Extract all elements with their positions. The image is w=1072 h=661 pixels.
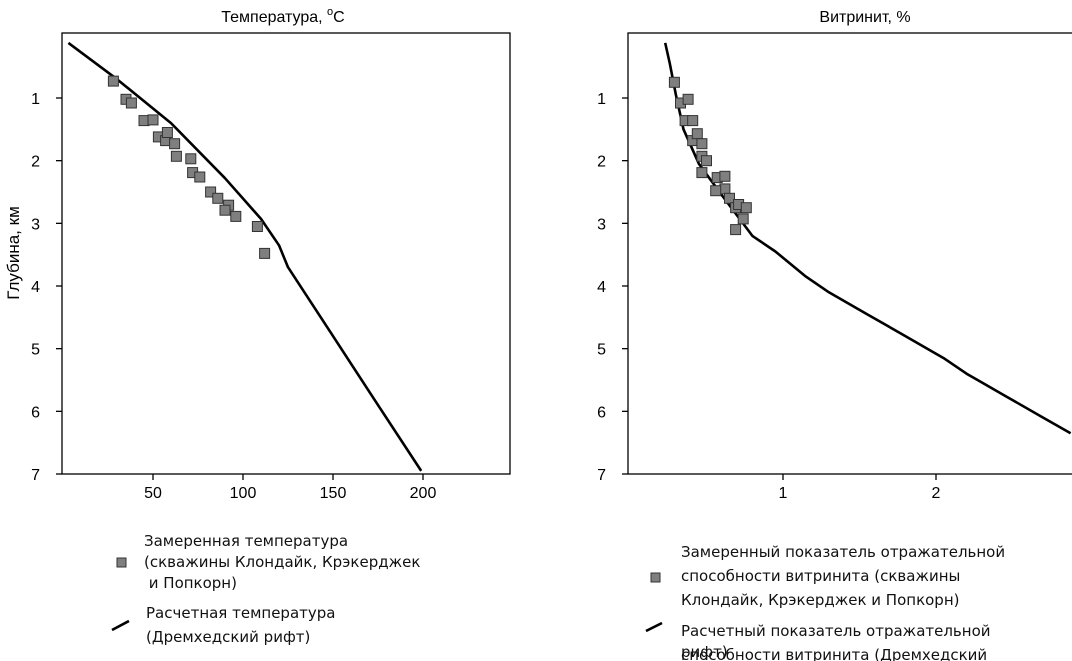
temperature-y-tick-label: 3 bbox=[31, 216, 40, 233]
temperature-measured-point bbox=[194, 171, 206, 183]
vitrinite-y-tick-label: 7 bbox=[597, 467, 606, 484]
temperature-legend: Замеренная температура (скважины Клондай… bbox=[111, 532, 420, 646]
temperature-measured-point bbox=[212, 192, 224, 204]
vitrinite-measured-point bbox=[719, 170, 731, 182]
legend-marker-measured-temperature bbox=[116, 557, 127, 568]
legend-measured-vitrinite-line-1: Замеренный показатель отражательной bbox=[681, 543, 1005, 561]
vitrinite-chart-title: Витринит, % bbox=[819, 9, 910, 26]
temperature-measured-point bbox=[147, 114, 159, 126]
vitrinite-measured-point bbox=[682, 93, 694, 105]
vitrinite-measured-point bbox=[719, 183, 731, 195]
vitrinite-measured-point bbox=[740, 202, 752, 214]
vitrinite-y-tick-label: 3 bbox=[597, 216, 606, 233]
vitrinite-measured-point bbox=[724, 192, 735, 204]
vitrinite-measured-point bbox=[687, 115, 699, 127]
vitrinite-y-tick-label: 1 bbox=[597, 91, 606, 108]
vitrinite-x-tick-label: 2 bbox=[932, 485, 941, 502]
legend-calculated-vitrinite-line-1: Расчетный показатель отражательной bbox=[681, 622, 991, 640]
temperature-y-tick-label: 5 bbox=[31, 342, 40, 359]
temperature-y-tick-label: 4 bbox=[31, 279, 40, 296]
legend-calculated-temperature-line-2: (Дремхедский рифт) bbox=[146, 628, 310, 646]
legend-marker-calculated-temperature bbox=[111, 619, 130, 632]
temperature-measured-point bbox=[170, 150, 182, 162]
vitrinite-y-tick-label: 4 bbox=[597, 279, 606, 296]
vitrinite-y-axis: 1 2 3 4 5 6 7 bbox=[597, 91, 628, 484]
temperature-y-axis: 1 2 3 4 5 6 7 bbox=[31, 91, 62, 484]
vitrinite-measured-point bbox=[701, 155, 712, 167]
temperature-measured-point bbox=[251, 221, 263, 232]
legend-measured-temperature-line-1: Замеренная температура bbox=[144, 532, 348, 550]
temperature-y-axis-title: Глубина, км bbox=[4, 206, 23, 300]
legend-marker-calculated-vitrinite bbox=[645, 621, 663, 633]
temperature-chart-title: Температура, oC bbox=[221, 6, 344, 26]
legend-measured-vitrinite-line-3: Клондайк, Крэкерджек и Попкорн) bbox=[681, 591, 959, 609]
vitrinite-measured-point bbox=[710, 185, 722, 197]
temperature-y-tick-label: 1 bbox=[31, 91, 40, 108]
legend-marker-measured-vitrinite bbox=[650, 572, 661, 583]
temperature-measured-point bbox=[161, 127, 173, 138]
temperature-measured-point bbox=[169, 138, 181, 150]
temperature-x-axis: 50 100 150 200 bbox=[144, 474, 436, 502]
legend-measured-vitrinite-line-2: способности витринита (скважины bbox=[681, 567, 960, 585]
vitrinite-y-tick-label: 6 bbox=[597, 404, 606, 421]
legend-calculated-vitrinite-line-3: рифт) bbox=[681, 643, 728, 661]
temperature-x-tick-label: 150 bbox=[320, 485, 347, 502]
legend-calculated-temperature-line-1: Расчетная температура bbox=[146, 604, 335, 622]
temperature-x-tick-label: 50 bbox=[144, 485, 162, 502]
temperature-plot-frame bbox=[61, 32, 511, 475]
temperature-measured-point bbox=[125, 97, 137, 109]
vitrinite-legend: Замеренный показатель отражательной спос… bbox=[645, 543, 1005, 661]
temperature-x-tick-label: 200 bbox=[410, 485, 437, 502]
vitrinite-x-tick-label: 1 bbox=[779, 485, 788, 502]
legend-measured-temperature-line-3: и Попкорн) bbox=[144, 574, 237, 592]
temperature-y-tick-label: 2 bbox=[31, 154, 40, 171]
temperature-calculated-line bbox=[67, 41, 423, 472]
temperature-measured-point bbox=[107, 75, 119, 87]
vitrinite-measured-point bbox=[668, 76, 680, 88]
temperature-measured-point bbox=[185, 153, 197, 165]
temperature-y-tick-label: 7 bbox=[31, 467, 40, 484]
legend-calculated-vitrinite-line-2: способности витринита (Дремхедский bbox=[681, 646, 987, 661]
temperature-x-tick-label: 100 bbox=[230, 485, 257, 502]
vitrinite-calculated-line bbox=[663, 42, 1072, 435]
vitrinite-y-tick-label: 2 bbox=[597, 154, 606, 171]
temperature-measured-point bbox=[230, 210, 242, 222]
vitrinite-measured-point bbox=[696, 138, 708, 150]
temperature-measured-point bbox=[259, 247, 271, 259]
vitrinite-measured-point bbox=[696, 167, 708, 179]
vitrinite-measured-point bbox=[691, 128, 703, 140]
vitrinite-measured-point bbox=[730, 224, 742, 236]
temperature-measured-point bbox=[219, 204, 231, 216]
temperature-measured-point bbox=[205, 186, 217, 198]
vitrinite-plot-area bbox=[663, 42, 1072, 435]
temperature-chart: Температура, oC 1 2 3 4 5 6 7 50 100 150 200 Глуб… bbox=[4, 6, 511, 502]
temperature-y-tick-label: 6 bbox=[31, 404, 40, 421]
vitrinite-measured-point bbox=[737, 213, 749, 225]
vitrinite-y-tick-label: 5 bbox=[597, 342, 606, 359]
legend-measured-temperature-line-2: (скважины Клондайк, Крэкерджек bbox=[144, 553, 420, 571]
vitrinite-plot-frame bbox=[627, 32, 1072, 475]
temperature-plot-area bbox=[67, 41, 423, 472]
